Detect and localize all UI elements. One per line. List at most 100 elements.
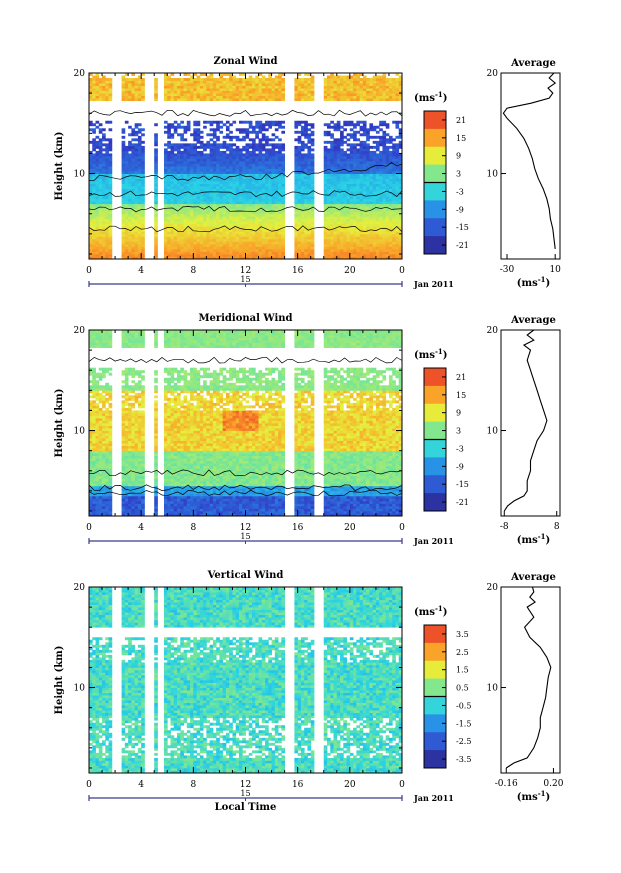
heatmap-cell bbox=[375, 248, 380, 252]
heatmap-cell bbox=[219, 243, 224, 247]
heatmap-cell bbox=[121, 196, 126, 200]
heatmap-cell bbox=[199, 140, 204, 144]
heatmap-cell bbox=[310, 256, 315, 260]
heatmap-cell bbox=[238, 130, 243, 134]
heatmap-cell bbox=[193, 123, 197, 127]
heatmap-cell bbox=[304, 73, 308, 76]
heatmap-cell bbox=[141, 196, 145, 200]
heatmap-cell bbox=[261, 143, 266, 147]
heatmap-cell bbox=[323, 218, 328, 222]
heatmap-cell bbox=[245, 256, 250, 260]
heatmap-cell bbox=[265, 93, 269, 97]
heatmap-cell bbox=[252, 153, 256, 157]
heatmap-cell bbox=[105, 85, 109, 89]
heatmap-cell bbox=[248, 143, 253, 147]
heatmap-cell bbox=[190, 145, 194, 149]
heatmap-cell bbox=[271, 183, 276, 187]
heatmap-cell bbox=[310, 233, 315, 237]
heatmap-cell bbox=[128, 191, 132, 195]
heatmap-cell bbox=[271, 148, 276, 152]
heatmap-cell bbox=[398, 140, 403, 144]
heatmap-cell bbox=[167, 208, 171, 212]
heatmap-cell bbox=[238, 238, 243, 242]
heatmap-cell bbox=[265, 90, 269, 94]
heatmap-cell bbox=[304, 248, 308, 252]
heatmap-cell bbox=[248, 223, 253, 227]
colorbar-swatch bbox=[424, 164, 446, 183]
heatmap-cell bbox=[336, 158, 341, 162]
heatmap-cell bbox=[398, 231, 403, 235]
heatmap-cell bbox=[310, 148, 315, 152]
heatmap-cell bbox=[98, 148, 103, 152]
heatmap-cell bbox=[258, 241, 263, 245]
heatmap-cell bbox=[134, 78, 139, 81]
heatmap-cell bbox=[102, 75, 106, 79]
heatmap-cell bbox=[235, 196, 240, 200]
heatmap-cell bbox=[92, 88, 96, 91]
heatmap-cell bbox=[385, 236, 390, 240]
heatmap-cell bbox=[163, 168, 168, 172]
heatmap-cell bbox=[336, 181, 341, 184]
heatmap-cell bbox=[330, 78, 334, 81]
heatmap-cell bbox=[336, 246, 341, 250]
heatmap-cell bbox=[362, 256, 367, 260]
heatmap-cell bbox=[137, 93, 142, 97]
heatmap-cell bbox=[92, 143, 96, 147]
heatmap-cell bbox=[353, 158, 357, 162]
heatmap-cell bbox=[105, 251, 109, 255]
heatmap-cell bbox=[398, 95, 403, 99]
heatmap-cell bbox=[278, 176, 282, 179]
heatmap-cell bbox=[330, 73, 334, 76]
heatmap-cell bbox=[154, 133, 158, 137]
heatmap-cell bbox=[349, 201, 354, 205]
heatmap-cell bbox=[206, 155, 211, 159]
heatmap-cell bbox=[398, 236, 403, 240]
heatmap-cell bbox=[388, 238, 393, 242]
heatmap-cell bbox=[216, 123, 220, 127]
heatmap-cell bbox=[121, 155, 126, 159]
heatmap-cell bbox=[98, 138, 103, 142]
heatmap-cell bbox=[92, 80, 96, 84]
date-tick-label: 15 bbox=[240, 275, 250, 284]
heatmap-cell bbox=[141, 218, 145, 222]
heatmap-cell bbox=[248, 221, 253, 225]
heatmap-cell bbox=[131, 163, 136, 167]
heatmap-cell bbox=[307, 246, 312, 250]
heatmap-cell bbox=[372, 95, 377, 99]
heatmap-cell bbox=[245, 98, 250, 102]
heatmap-cell bbox=[395, 248, 400, 252]
heatmap-cell bbox=[121, 251, 126, 255]
heatmap-cell bbox=[173, 163, 178, 167]
heatmap-cell bbox=[265, 228, 269, 232]
heatmap-cell bbox=[265, 168, 269, 172]
heatmap-cell bbox=[359, 218, 364, 222]
heatmap-cell bbox=[245, 243, 250, 247]
heatmap-cell bbox=[242, 138, 246, 142]
heatmap-cell bbox=[183, 153, 188, 157]
heatmap-cell bbox=[274, 75, 279, 79]
heatmap-cell bbox=[167, 211, 171, 215]
heatmap-cell bbox=[154, 95, 158, 99]
heatmap-cell bbox=[310, 155, 315, 159]
heatmap-cell bbox=[307, 90, 312, 94]
heatmap-cell bbox=[199, 208, 204, 212]
heatmap-cell bbox=[323, 223, 328, 227]
heatmap-cell bbox=[124, 191, 129, 195]
heatmap-cell bbox=[238, 236, 243, 240]
heatmap-cell bbox=[323, 251, 328, 255]
heatmap-cell bbox=[268, 158, 272, 162]
heatmap-cell bbox=[222, 256, 227, 260]
heatmap-cell bbox=[395, 213, 400, 217]
heatmap-cell bbox=[323, 233, 328, 237]
heatmap-cell bbox=[323, 160, 328, 164]
heatmap-cell bbox=[327, 95, 331, 99]
heatmap-cell bbox=[219, 233, 224, 237]
heatmap-cell bbox=[398, 133, 403, 137]
heatmap-cell bbox=[271, 188, 276, 192]
heatmap-cell bbox=[300, 188, 305, 192]
heatmap-cell bbox=[137, 241, 142, 245]
heatmap-cell bbox=[163, 158, 168, 162]
heatmap-cell bbox=[336, 228, 341, 232]
heatmap-cell bbox=[105, 183, 109, 187]
heatmap-cell bbox=[366, 160, 370, 164]
